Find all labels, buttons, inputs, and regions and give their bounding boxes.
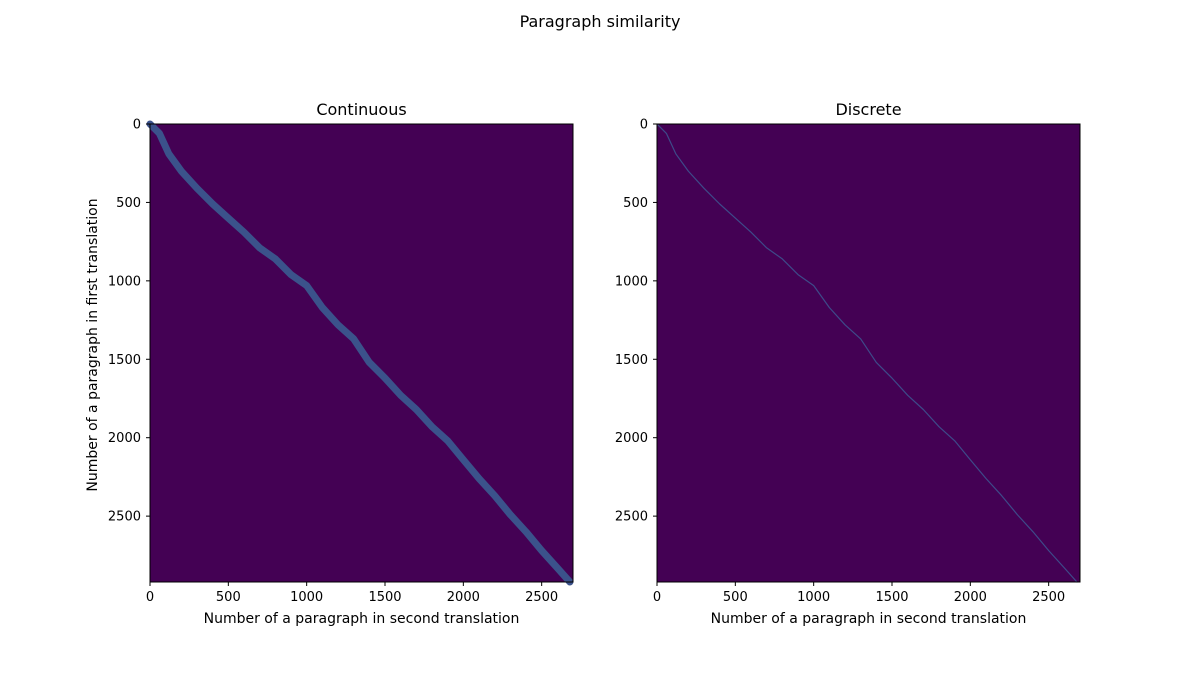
- y-tick-label: 500: [116, 196, 141, 211]
- y-tick-label: 2000: [108, 431, 141, 446]
- y-axis-label: Number of a paragraph in first translati…: [85, 198, 101, 491]
- y-tick-label: 1500: [108, 353, 141, 368]
- y-tick-label: 2000: [615, 431, 648, 446]
- diagonal-band: [656, 123, 1078, 583]
- panels: Continuous 0 500 1000 1500 2000 2500 0 500 1000 15…: [85, 100, 1081, 627]
- panel-discrete: Discrete 0 500 1000 1500 2000 2500 0 500 1000 1500…: [615, 100, 1081, 627]
- x-tick-label: 0: [653, 590, 661, 605]
- x-axis-label: Number of a paragraph in second translat…: [711, 611, 1027, 627]
- x-tick-label: 2500: [525, 590, 558, 605]
- panel-continuous: Continuous 0 500 1000 1500 2000 2500 0 500 1000 15…: [85, 100, 574, 627]
- axes-title-continuous: Continuous: [316, 100, 406, 119]
- y-tick-label: 0: [133, 118, 141, 133]
- x-tick-label: 2000: [954, 590, 987, 605]
- x-tick-label: 500: [216, 590, 241, 605]
- diagonal-band: [146, 120, 574, 586]
- y-tick-label: 1000: [615, 274, 648, 289]
- x-tick-label: 0: [146, 590, 154, 605]
- y-tick-label: 1000: [108, 274, 141, 289]
- axes-frame: [149, 123, 574, 583]
- axes-title-discrete: Discrete: [835, 100, 901, 119]
- x-tick-label: 1500: [875, 590, 908, 605]
- x-tick-label: 1500: [368, 590, 401, 605]
- x-tick-label: 500: [723, 590, 748, 605]
- axes-frame: [656, 123, 1081, 583]
- y-tick-label: 0: [640, 118, 648, 133]
- y-tick-label: 1500: [615, 353, 648, 368]
- y-tick-label: 500: [623, 196, 648, 211]
- figure-suptitle: Paragraph similarity: [520, 12, 681, 31]
- x-tick-label: 2000: [447, 590, 480, 605]
- x-tick-label: 1000: [290, 590, 323, 605]
- x-tick-label: 1000: [797, 590, 830, 605]
- y-tick-label: 2500: [615, 510, 648, 525]
- x-axis-label: Number of a paragraph in second translat…: [204, 611, 520, 627]
- x-tick-label: 2500: [1032, 590, 1065, 605]
- y-tick-label: 2500: [108, 510, 141, 525]
